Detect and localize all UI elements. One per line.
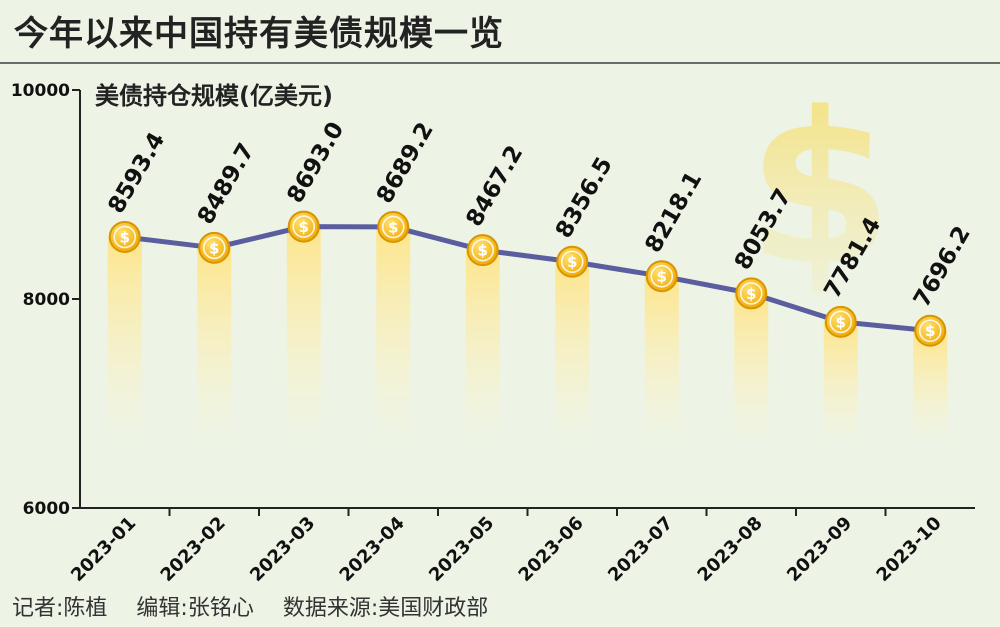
x-tick-label: 2023-02 <box>157 513 230 586</box>
data-point-coin: $ <box>645 260 678 293</box>
data-bar <box>555 261 590 448</box>
data-value-label: 8467.2 <box>461 141 528 231</box>
data-bar <box>734 293 769 448</box>
data-value-label: 8356.5 <box>551 153 618 243</box>
x-tick-label: 2023-08 <box>694 513 767 586</box>
y-tick-label: 8000 <box>23 290 70 310</box>
x-tick-label: 2023-03 <box>246 513 319 586</box>
data-value-label: 8689.2 <box>372 118 439 208</box>
y-tick-label: 10000 <box>11 81 70 101</box>
svg-text:$: $ <box>836 313 846 331</box>
data-point-coin: $ <box>108 220 141 253</box>
footer: 记者:陈植 编辑:张铭心 数据来源:美国财政部 <box>12 590 510 622</box>
data-point-coin: $ <box>198 231 231 264</box>
x-tick-label: 2023-05 <box>425 513 498 586</box>
x-tick-label: 2023-09 <box>783 513 856 586</box>
reporter-credit: 记者:陈植 <box>12 596 108 621</box>
x-tick-label: 2023-07 <box>604 513 677 586</box>
data-value-label: 8218.1 <box>640 167 707 257</box>
svg-text:$: $ <box>120 228 130 246</box>
title-divider <box>0 62 1000 64</box>
dollar-sign-decoration: $ <box>747 67 893 312</box>
chart-title: 今年以来中国持有美债规模一览 <box>14 14 504 54</box>
data-value-label: 7696.2 <box>909 222 976 312</box>
svg-text:$: $ <box>388 218 398 236</box>
y-axis-label: 美债持仓规模(亿美元) <box>95 82 333 110</box>
data-point-coin: $ <box>824 305 857 338</box>
data-value-label: 8693.0 <box>282 118 349 208</box>
data-point-coin: $ <box>914 314 947 347</box>
x-tick-label: 2023-06 <box>515 513 588 586</box>
x-tick-label: 2023-01 <box>67 513 140 586</box>
data-point-coin: $ <box>735 277 768 310</box>
data-bar <box>465 250 500 448</box>
editor-credit: 编辑:张铭心 <box>136 596 254 621</box>
svg-text:$: $ <box>567 253 577 271</box>
svg-text:$: $ <box>299 218 309 236</box>
data-point-coin: $ <box>556 245 589 278</box>
data-value-label: 8489.7 <box>193 139 260 229</box>
svg-text:$: $ <box>478 242 488 260</box>
data-source: 数据来源:美国财政部 <box>282 596 489 621</box>
x-tick-label: 2023-10 <box>873 513 946 586</box>
data-point-coin: $ <box>287 210 320 243</box>
series-line <box>122 224 933 334</box>
data-bar <box>376 226 411 448</box>
data-bar <box>913 330 948 448</box>
data-bar <box>286 226 321 448</box>
svg-text:$: $ <box>746 285 756 303</box>
data-point-coin: $ <box>377 210 410 243</box>
svg-text:$: $ <box>209 239 219 257</box>
svg-text:$: $ <box>657 268 667 286</box>
data-bar <box>107 236 142 448</box>
data-point-coin: $ <box>466 234 499 267</box>
svg-text:$: $ <box>925 322 935 340</box>
data-bar <box>644 276 679 448</box>
data-bar <box>823 321 858 448</box>
x-tick-label: 2023-04 <box>336 513 409 586</box>
y-tick-label: 6000 <box>23 499 70 519</box>
data-bar <box>197 247 232 448</box>
data-value-label: 8593.4 <box>103 128 170 218</box>
